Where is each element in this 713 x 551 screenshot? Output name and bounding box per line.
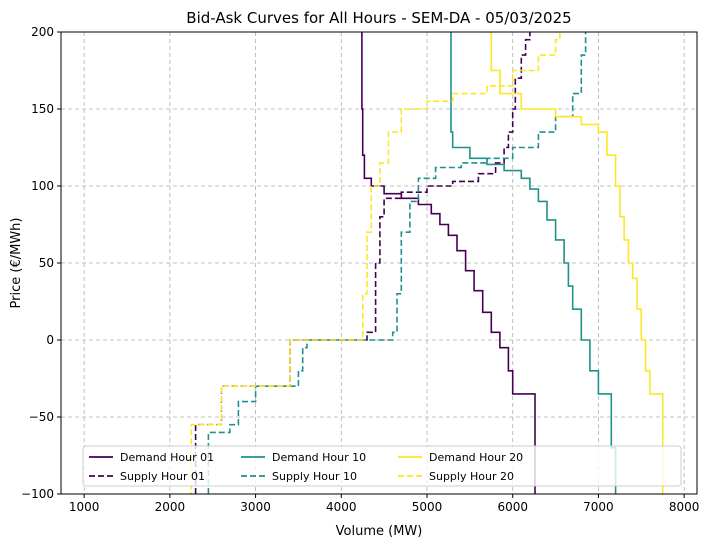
y-tick-label: 150 (31, 102, 54, 116)
x-tick-label: 2000 (155, 500, 186, 514)
y-axis-label: Price (€/MWh) (9, 218, 24, 309)
legend-label-supply-hour-20: Supply Hour 20 (429, 470, 514, 483)
y-tick-label: −100 (21, 487, 54, 501)
y-tick-label: 200 (31, 25, 54, 39)
legend-box (82, 445, 682, 487)
axes: 1000 2000 3000 4000 5000 6000 7000 8000 −100 −50 0… (21, 25, 699, 514)
x-tick-label: 5000 (412, 500, 443, 514)
x-tick-label: 4000 (326, 500, 357, 514)
legend-label-demand-hour-20: Demand Hour 20 (429, 451, 523, 464)
legend-label-demand-hour-01: Demand Hour 01 (120, 451, 214, 464)
series-line-demand-hour-01 (361, 32, 536, 494)
y-tick-label: 100 (31, 179, 54, 193)
y-tick-label: 50 (39, 256, 54, 270)
x-tick-label: 7000 (583, 500, 614, 514)
legend-label-demand-hour-10: Demand Hour 10 (272, 451, 366, 464)
x-tick-label: 8000 (669, 500, 700, 514)
x-tick-label: 6000 (497, 500, 528, 514)
series-layer (187, 32, 664, 494)
x-tick-label: 1000 (69, 500, 100, 514)
y-tick-label: −50 (29, 410, 54, 424)
legend-label-supply-hour-10: Supply Hour 10 (272, 470, 357, 483)
x-tick-label: 3000 (240, 500, 271, 514)
y-tick-label: 0 (46, 333, 54, 347)
series-line-demand-hour-20 (487, 32, 664, 494)
legend: Demand Hour 01 Supply Hour 01 Demand Hour … (82, 445, 682, 487)
chart-title: Bid-Ask Curves for All Hours - SEM-DA - … (186, 9, 571, 27)
x-axis-label: Volume (MW) (336, 524, 423, 539)
series-line-supply-hour-20 (187, 32, 561, 494)
legend-label-supply-hour-01: Supply Hour 01 (120, 470, 205, 483)
